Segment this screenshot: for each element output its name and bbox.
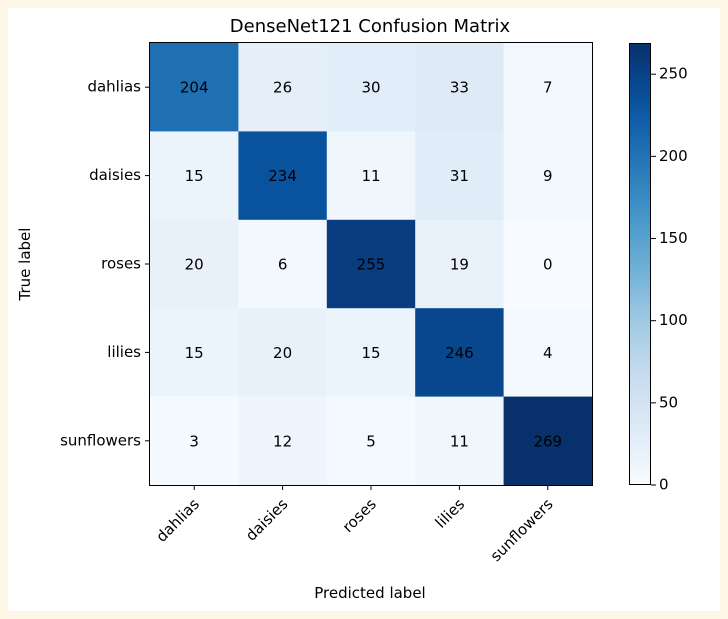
heatmap-cells: 204 26 30 33 7 15 234 11 31 9 20 6 255 19 0 15 20 15 246 4 3… [150, 43, 593, 486]
colorbar-tick-label: 250 [659, 65, 688, 83]
y-tick-label: roses [101, 255, 141, 273]
heatmap-cell [238, 219, 328, 309]
cell-value-label: 269 [533, 432, 562, 450]
cell-value-label: 20 [185, 256, 204, 274]
x-axis: dahlias daisies roses lilies sunflowers [152, 485, 557, 565]
y-tick-label: dahlias [87, 78, 141, 96]
colorbar: 0 50 100 150 200 250 [629, 43, 688, 494]
cell-value-label: 15 [361, 344, 380, 362]
cell-value-label: 234 [268, 167, 297, 185]
cell-value-label: 15 [185, 167, 204, 185]
confusion-matrix-chart: DenseNet121 Confusion Matrix 204 26 30 33 71… [16, 16, 688, 602]
cell-value-label: 15 [185, 344, 204, 362]
y-axis: dahlias daisies roses lilies sunflowers [60, 78, 150, 449]
heatmap-cell [503, 43, 593, 132]
cell-value-label: 20 [273, 344, 292, 362]
heatmap-cell [326, 308, 416, 398]
colorbar-frame [629, 43, 651, 485]
chart-title: DenseNet121 Confusion Matrix [230, 16, 511, 37]
cell-value-label: 204 [180, 79, 209, 97]
colorbar-gradient [629, 43, 651, 485]
heatmap-cell [150, 308, 239, 398]
x-tick-label: roses [339, 495, 380, 536]
cell-value-label: 255 [357, 256, 386, 274]
cell-value-label: 5 [366, 432, 376, 450]
heatmap-cell [238, 308, 328, 398]
heatmap-cell [150, 219, 239, 309]
cell-value-label: 11 [450, 432, 469, 450]
heatmap-cell [415, 43, 505, 132]
cell-value-label: 26 [273, 79, 292, 97]
heatmap-cell [415, 131, 505, 221]
y-tick-label: sunflowers [60, 431, 141, 449]
cell-value-label: 12 [273, 432, 292, 450]
cell-value-label: 9 [543, 167, 553, 185]
colorbar-tick-label: 50 [659, 393, 678, 411]
colorbar-tick-label: 150 [659, 229, 688, 247]
x-tick-label: daisies [242, 495, 292, 545]
cell-value-label: 0 [543, 256, 553, 274]
y-tick-label: daisies [89, 166, 141, 184]
cell-value-label: 3 [189, 432, 199, 450]
colorbar-tick-label: 200 [659, 147, 688, 165]
heatmap-cell [503, 219, 593, 309]
cell-value-label: 7 [543, 79, 553, 97]
heatmap-cell [238, 396, 328, 486]
y-axis-label: True label [16, 228, 34, 302]
heatmap-cell [326, 219, 416, 309]
heatmap-cell [503, 308, 593, 398]
heatmap-cell [150, 43, 239, 132]
heatmap-cell [503, 396, 593, 486]
cell-value-label: 11 [361, 167, 380, 185]
heatmap-cell [326, 131, 416, 221]
colorbar-tick-label: 0 [659, 476, 669, 494]
cell-value-label: 33 [450, 79, 469, 97]
heatmap-cell [415, 396, 505, 486]
figure: DenseNet121 Confusion Matrix 204 26 30 33 7 1… [8, 8, 720, 611]
heatmap-cell [326, 396, 416, 486]
cell-value-label: 6 [278, 256, 288, 274]
colorbar-tick-label: 100 [659, 311, 688, 329]
x-tick-label: dahlias [152, 495, 203, 546]
heatmap-cell [503, 131, 593, 221]
heatmap-cell [150, 396, 239, 486]
cell-value-label: 31 [450, 167, 469, 185]
heatmap-cell [238, 43, 328, 132]
cell-value-label: 30 [361, 79, 380, 97]
x-axis-label: Predicted label [314, 584, 425, 602]
heatmap-cell [415, 219, 505, 309]
heatmap-cell [238, 131, 328, 221]
heatmap-cell [415, 308, 505, 398]
y-tick-label: lilies [107, 343, 141, 361]
cell-value-label: 246 [445, 344, 474, 362]
heatmap-cell [150, 131, 239, 221]
x-tick-label: sunflowers [487, 495, 557, 565]
cell-value-label: 19 [450, 256, 469, 274]
heatmap-cell [326, 43, 416, 132]
x-tick-label: lilies [432, 495, 469, 532]
cell-value-label: 4 [543, 344, 553, 362]
